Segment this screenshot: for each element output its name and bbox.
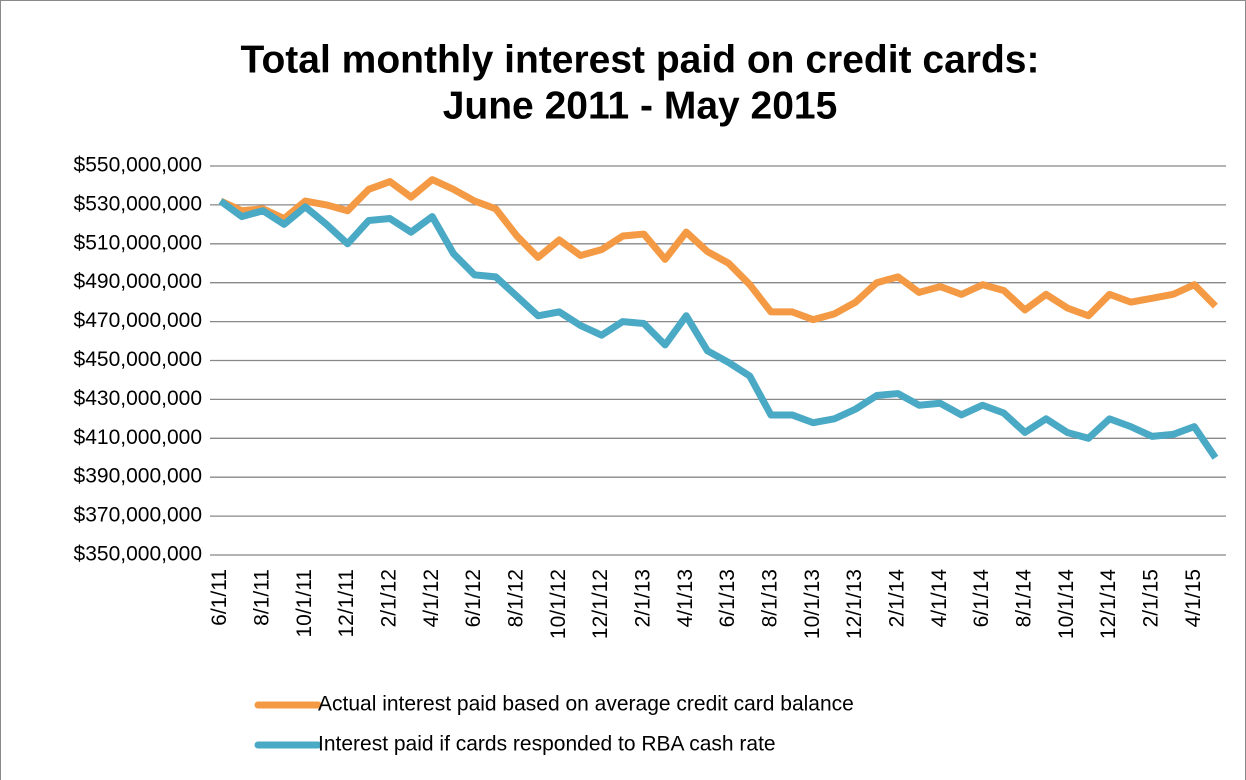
x-tick-label: 2/1/13 — [631, 569, 654, 627]
y-tick-label: $450,000,000 — [74, 348, 202, 371]
x-tick-label: 4/1/15 — [1182, 569, 1205, 627]
x-tick-label: 4/1/14 — [928, 569, 951, 628]
x-tick-label: 8/1/13 — [758, 569, 781, 627]
y-tick-label: $490,000,000 — [74, 270, 202, 293]
x-tick-label: 6/1/13 — [716, 569, 739, 627]
x-tick-label: 4/1/13 — [674, 569, 697, 627]
x-tick-label: 10/1/14 — [1055, 569, 1078, 639]
x-tick-label: 6/1/11 — [208, 569, 231, 626]
y-tick-label: $430,000,000 — [74, 387, 202, 410]
x-tick-label: 12/1/11 — [335, 569, 358, 638]
x-tick-label: 10/1/12 — [547, 569, 570, 639]
y-tick-label: $530,000,000 — [74, 192, 202, 215]
legend-label: Actual interest paid based on average cr… — [318, 693, 854, 716]
x-tick-label: 8/1/11 — [250, 569, 273, 626]
chart-title: Total monthly interest paid on credit ca… — [241, 38, 1040, 81]
x-tick-label: 12/1/14 — [1097, 569, 1120, 639]
series-line — [219, 176, 1218, 324]
x-tick-label: 12/1/13 — [843, 569, 866, 639]
y-tick-label: $350,000,000 — [74, 543, 202, 566]
x-tick-label: 6/1/12 — [462, 569, 485, 627]
x-tick-label: 8/1/14 — [1012, 569, 1035, 628]
y-tick-label: $470,000,000 — [74, 309, 202, 332]
y-tick-label: $510,000,000 — [74, 231, 202, 254]
legend-label: Interest paid if cards responded to RBA … — [318, 733, 776, 756]
x-tick-label: 10/1/13 — [801, 569, 824, 639]
y-tick-label: $410,000,000 — [74, 426, 202, 449]
x-tick-label: 2/1/14 — [885, 569, 908, 628]
y-tick-label: $370,000,000 — [74, 504, 202, 527]
x-tick-label: 8/1/12 — [504, 569, 527, 627]
x-tick-label: 12/1/12 — [589, 569, 612, 639]
chart-subtitle: June 2011 - May 2015 — [443, 84, 838, 127]
x-tick-label: 2/1/12 — [377, 569, 400, 627]
x-tick-label: 2/1/15 — [1139, 569, 1162, 627]
y-tick-label: $390,000,000 — [74, 465, 202, 488]
x-tick-label: 6/1/14 — [970, 569, 993, 628]
series-line — [218, 198, 1219, 460]
x-tick-label: 4/1/12 — [420, 569, 443, 627]
x-tick-label: 10/1/11 — [293, 569, 316, 638]
y-tick-label: $550,000,000 — [74, 154, 202, 177]
